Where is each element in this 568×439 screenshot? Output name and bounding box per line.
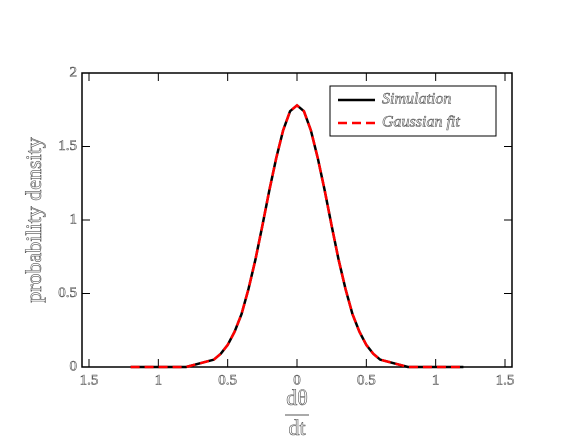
x-axis-label-bottom: dt xyxy=(288,415,305,439)
legend-box xyxy=(329,85,497,137)
y-tick-label: 0 xyxy=(70,358,78,374)
x-tick-label: 0.5 xyxy=(357,372,376,388)
x-tick-label: 1.5 xyxy=(80,372,99,388)
x-tick-label: 1.5 xyxy=(496,372,515,388)
legend-label: Simulation xyxy=(382,91,451,108)
x-tick-label: 1 xyxy=(432,372,440,388)
y-tick-label: 2 xyxy=(70,64,78,80)
y-tick-label: 1 xyxy=(70,211,78,227)
y-tick-label: 0.5 xyxy=(58,285,77,301)
x-axis-label-top: dθ xyxy=(286,385,308,410)
x-tick-label: 1 xyxy=(155,372,163,388)
x-tick-label: 0 xyxy=(293,372,301,388)
y-tick-label: 1.5 xyxy=(58,138,77,154)
series-line xyxy=(130,103,464,369)
series-line xyxy=(130,103,464,369)
x-tick-label: 0.5 xyxy=(218,372,237,388)
legend-label: Gaussian fit xyxy=(382,114,460,131)
y-axis-label: probability density xyxy=(21,137,46,303)
